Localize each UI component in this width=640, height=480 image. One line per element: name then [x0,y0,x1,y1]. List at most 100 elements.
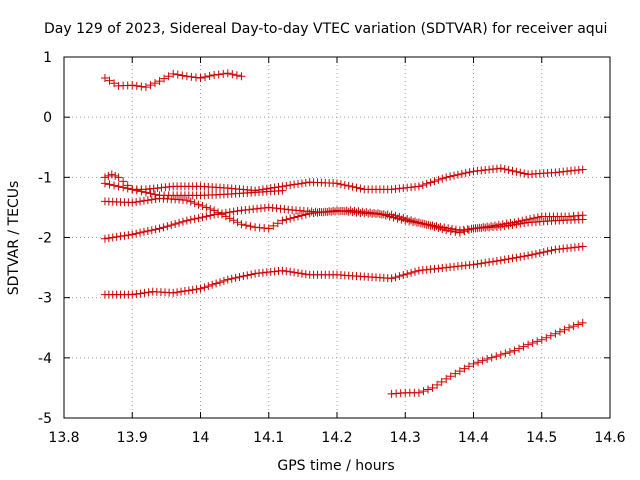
data-point [578,211,587,220]
data-point [578,318,587,327]
data-point [399,271,408,280]
data-point [144,288,153,297]
data-point [132,229,141,238]
data-point [232,71,241,80]
data-point [442,374,451,383]
data-point [397,215,406,224]
data-point [502,219,511,228]
data-point [114,173,123,182]
data-point [139,196,148,205]
data-point [151,225,160,234]
data-point [200,283,209,292]
data-point [440,223,449,232]
data-point [344,181,353,190]
data-point [255,185,263,194]
data-point [123,184,132,193]
data-point [356,184,365,193]
data-point [124,231,133,240]
data-point [348,182,357,191]
x-tick-label: 14 [192,430,210,446]
data-point [565,323,574,332]
data-point [485,258,494,267]
data-point [178,71,187,80]
data-point [496,164,505,173]
y-tick-label: -4 [38,351,52,367]
data-point [173,70,182,79]
data-point [414,182,423,191]
data-point [533,337,542,346]
data-point [297,179,306,188]
data-point [227,274,236,283]
data-point [151,79,159,88]
data-point [155,224,164,233]
data-point [184,286,193,295]
data-point [182,196,191,205]
data-point [105,180,114,189]
data-point [233,218,242,227]
data-point [459,225,468,234]
data-point [159,223,168,232]
data-point [139,227,148,236]
series [100,69,587,398]
data-point [560,325,569,334]
data-point [216,278,224,287]
data-point [294,268,302,277]
x-axis-label: GPS time / hours [277,458,394,474]
data-point [422,179,431,188]
data-point [105,76,114,85]
data-point [301,270,310,279]
data-point [111,171,120,180]
data-point [401,216,410,225]
data-point [537,335,546,344]
x-tick-label: 14.3 [390,430,421,446]
data-point [119,183,128,192]
data-point [551,329,560,338]
data-point [373,209,382,218]
data-point [555,327,564,336]
data-point [516,252,525,261]
data-point [469,260,478,269]
data-point [141,83,150,92]
data-point [463,225,472,234]
data-point [496,350,505,359]
data-point [500,255,509,264]
data-point [100,234,109,243]
data-point [533,213,542,222]
data-point [242,221,250,230]
data-point [520,169,529,178]
data-point [474,358,483,367]
data-point [137,82,146,91]
data-point [574,320,583,329]
data-point [266,184,275,193]
data-point [191,73,200,82]
data-point [522,215,531,224]
data-point [504,254,513,263]
data-point [436,222,445,231]
data-point [273,219,282,228]
data-point [219,69,228,78]
data-point [128,198,137,207]
data-point [467,224,476,233]
data-point [578,165,587,174]
data-point [455,367,464,376]
data-point [182,216,191,225]
data-point [235,273,244,282]
data-point [297,269,306,278]
data-point [210,71,219,80]
data-point [336,180,345,189]
data-point [448,224,457,233]
data-point [414,388,423,397]
x-tick-label: 14.6 [594,430,625,446]
data-point [412,218,421,227]
data-point [110,79,119,88]
data-point [403,269,412,278]
data-point [465,168,474,177]
data-point [251,186,260,195]
data-point [196,284,205,293]
series-s6 [100,242,587,299]
data-point [434,224,443,233]
data-point [428,221,437,230]
data-point [290,268,299,277]
data-point [469,359,478,368]
